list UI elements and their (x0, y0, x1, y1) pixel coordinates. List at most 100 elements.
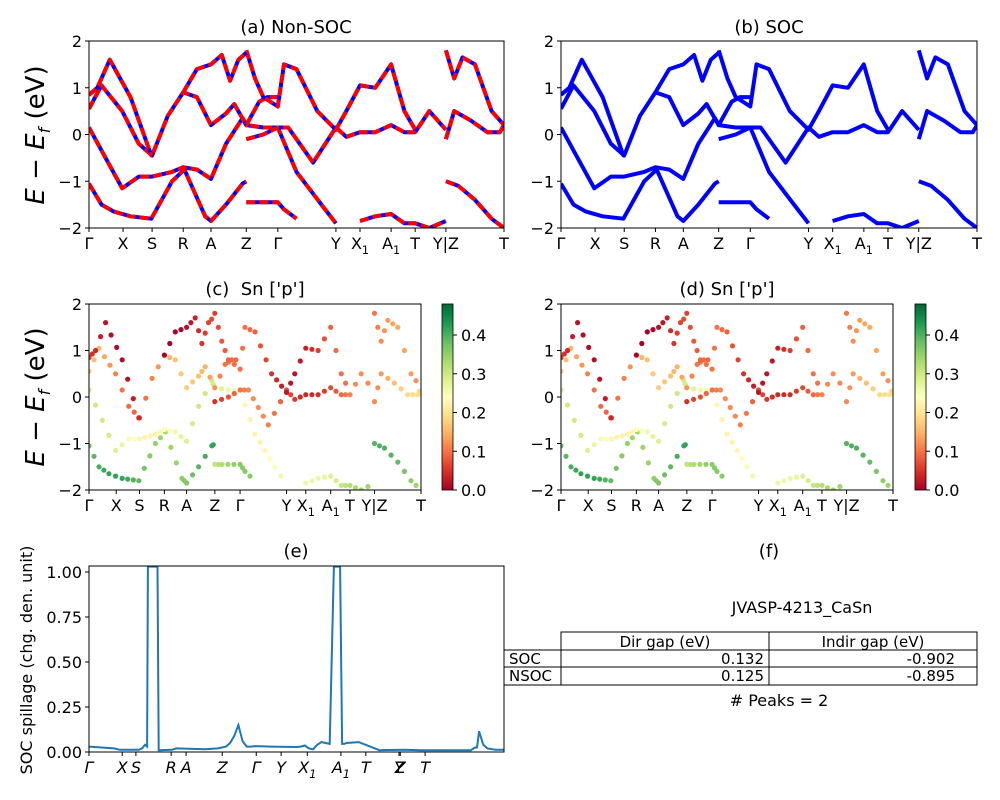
projection-point (240, 345, 246, 351)
projection-point (309, 478, 315, 484)
panel-f-title: (f) (759, 541, 779, 562)
projection-point (781, 346, 787, 352)
panel-d-colorbar: 0.0 0.1 0.2 0.3 0.4 (914, 303, 959, 500)
x-tick-label: Γ (236, 496, 245, 515)
y-tick-label: 2 (72, 32, 82, 51)
projection-point (365, 380, 371, 386)
projection-point (381, 328, 388, 334)
projection-point (614, 434, 620, 440)
projection-point (125, 476, 131, 482)
projection-point (608, 478, 614, 484)
projection-point (196, 373, 202, 379)
projection-point (149, 375, 155, 381)
projection-point (668, 403, 674, 409)
projection-point (674, 364, 680, 370)
projection-point (843, 440, 850, 447)
projection-point (113, 371, 119, 377)
projection-point (303, 392, 309, 398)
projection-point (597, 476, 603, 482)
projection-point (136, 436, 143, 442)
x-tick-label: S (131, 758, 141, 777)
projection-point (793, 388, 800, 394)
x-tick-label: S (606, 496, 616, 515)
projection-point (119, 387, 125, 393)
projection-point (691, 338, 697, 344)
projection-point (674, 390, 680, 397)
projection-point (328, 473, 334, 479)
peaks-count: # Peaks = 2 (730, 691, 829, 710)
projection-point (202, 390, 208, 397)
x-tick-label: Γ (252, 758, 262, 777)
projection-point (315, 392, 321, 398)
projection-point (787, 392, 793, 398)
table-row: NSOC 0.125 -0.895 (503, 666, 978, 686)
colorbar-tick-label: 0.2 (461, 404, 486, 423)
projection-point (225, 357, 231, 363)
panel-d-plot (561, 310, 893, 490)
projection-point (873, 468, 880, 474)
projection-point (184, 438, 190, 444)
panel-b-soc: (b) SOC −2 −1 0 1 2 Γ X S R A Z Γ Y X1 A1 T Y|Z T (530, 17, 982, 257)
projection-point (199, 340, 205, 347)
projection-point (682, 442, 688, 448)
projection-point (178, 433, 184, 440)
projection-point (857, 375, 863, 381)
projection-point (677, 320, 684, 326)
projection-point (161, 352, 167, 358)
x-tick-label: R (159, 496, 170, 515)
projection-point (853, 328, 860, 334)
projection-point (93, 402, 99, 408)
projection-point (608, 436, 615, 442)
projection-point (365, 483, 371, 490)
x-tick-label: A1 (331, 758, 350, 781)
projection-point (850, 338, 856, 344)
projection-point (172, 329, 178, 335)
projection-point (212, 399, 218, 405)
x-tick-label: T (887, 496, 898, 515)
projection-point (303, 345, 309, 351)
projection-point (172, 429, 178, 435)
projection-point (805, 478, 811, 484)
projection-point (793, 474, 800, 480)
projection-point (662, 472, 668, 478)
row-label-soc: SOC (509, 650, 541, 668)
projection-point (668, 464, 674, 470)
band-line (916, 109, 977, 140)
projection-point (89, 443, 92, 449)
panel-e-plot (89, 566, 504, 752)
projection-point (147, 453, 153, 459)
projection-point (815, 392, 821, 398)
projection-point (697, 461, 703, 467)
projection-point (860, 452, 866, 458)
projection-point (746, 377, 752, 383)
projection-point (573, 354, 580, 360)
projection-point (274, 377, 280, 383)
x-tick-label: Γ (708, 496, 717, 515)
projection-point (142, 434, 148, 440)
projection-point (288, 392, 294, 398)
projection-point (615, 395, 621, 401)
projection-point (343, 380, 349, 386)
x-tick-label: R (166, 758, 177, 777)
projection-point (375, 324, 381, 330)
projection-point (830, 487, 836, 490)
projection-point (724, 329, 730, 335)
projection-point (315, 475, 321, 481)
projection-point (697, 387, 704, 393)
projection-point (691, 461, 697, 467)
y-tick-label: 0 (544, 388, 554, 407)
projection-point (199, 368, 205, 374)
projection-point (579, 362, 585, 368)
projection-point (231, 461, 237, 467)
table-row: SOC 0.132 -0.902 (503, 649, 978, 668)
projection-point (714, 402, 720, 408)
band-line-soc (244, 49, 417, 132)
projection-point (703, 390, 709, 397)
y-tick-label: −1 (530, 172, 554, 191)
projection-point (837, 483, 843, 490)
projection-point (800, 324, 806, 330)
projection-point (333, 347, 339, 354)
x-tick-label: Y (276, 758, 287, 777)
projection-point (99, 417, 105, 423)
